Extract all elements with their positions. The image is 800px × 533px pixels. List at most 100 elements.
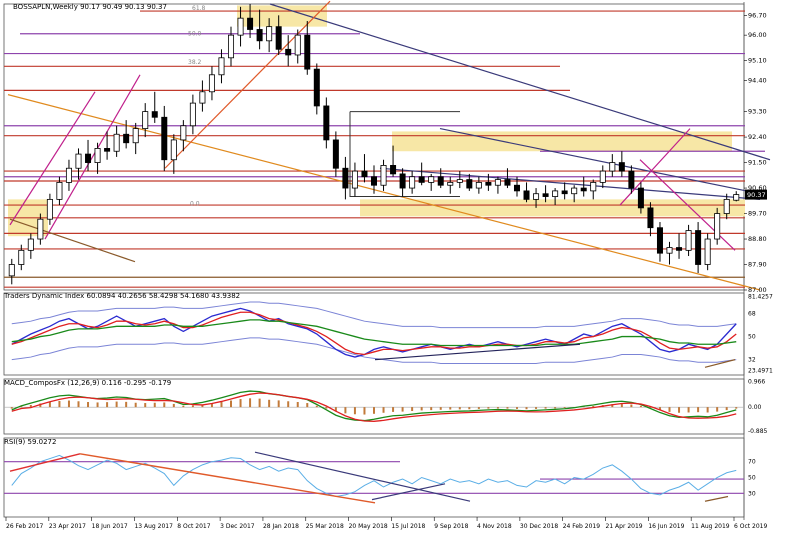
- x-tick-label: 16 Jun 2019: [648, 523, 684, 530]
- bear-candle: [418, 176, 425, 183]
- trend-line: [9, 91, 96, 226]
- price-panel: 61.8 50.0 38.2 0.0 96.70 96.00 95.10 94.40 93.30…: [4, 0, 771, 294]
- bull-candle: [685, 230, 692, 251]
- bear-candle: [342, 167, 349, 189]
- tdi-line-0: [11, 307, 737, 358]
- panel-frame: [3, 378, 745, 435]
- x-tick-label: 6 Oct 2019: [734, 523, 767, 530]
- bull-candle: [266, 26, 273, 42]
- bull-candle: [75, 153, 82, 169]
- bear-candle: [647, 207, 654, 229]
- last-price-label: 90.37: [747, 191, 766, 199]
- bear-candle: [304, 34, 311, 70]
- trend-line: [7, 94, 761, 291]
- tdi-panel: 81.4257 68 50 32 23.4971: [11, 293, 773, 375]
- bull-candle: [142, 111, 149, 129]
- bull-candle: [590, 181, 597, 192]
- bear-candle: [123, 133, 130, 144]
- x-tick-label: 24 Feb 2019: [563, 523, 601, 530]
- bear-candle: [485, 181, 492, 186]
- price-tick-label: 87.90: [748, 261, 767, 269]
- rsi-tick-label: 70: [748, 459, 756, 466]
- rsi-trend-line: [79, 453, 376, 504]
- tdi-line-1: [11, 311, 737, 356]
- x-tick-label: 3 Dec 2017: [220, 523, 255, 530]
- x-tick-label: 8 Oct 2017: [177, 523, 210, 530]
- x-tick-label: 20 May 2018: [349, 523, 388, 530]
- bear-candle: [618, 162, 625, 172]
- bull-candle: [27, 238, 34, 251]
- bull-candle: [8, 264, 15, 277]
- last-price-marker: [745, 189, 767, 200]
- box-line: [349, 111, 460, 198]
- trend-line: [44, 74, 141, 240]
- bull-candle: [180, 125, 187, 141]
- bear-candle: [466, 179, 473, 189]
- x-tick-label: 30 Dec 2018: [520, 523, 559, 530]
- trend-line: [269, 3, 771, 161]
- macd-signal-line: [11, 392, 737, 422]
- price-tick-label: 94.40: [748, 76, 767, 84]
- price-tick-label: 88.80: [748, 235, 767, 243]
- chart-background: [3, 2, 745, 520]
- bear-candle: [656, 227, 663, 254]
- x-tick-label: 21 Apr 2019: [606, 523, 643, 530]
- x-tick-label: 11 Aug 2019: [691, 523, 730, 530]
- x-tick-label: 28 Jan 2018: [263, 523, 299, 530]
- bull-candle: [475, 181, 482, 189]
- tdi-tick-label: 50: [748, 334, 756, 341]
- bull-candle: [208, 74, 215, 93]
- tdi-tick-label: 23.4971: [748, 368, 773, 375]
- bull-candle: [723, 198, 730, 214]
- price-tick-label: 96.00: [748, 31, 767, 39]
- rsi-panel: 70 50 30: [4, 451, 756, 504]
- bull-candle: [189, 102, 196, 127]
- panel-frame: [3, 292, 745, 376]
- price-tick-label: 87.00: [748, 286, 767, 294]
- bull-candle: [132, 128, 139, 144]
- panel-labels: BOSSAPLN,Weekly 90.17 90.49 90.13 90.37 …: [3, 3, 240, 446]
- fib-label: 50.0: [188, 31, 202, 38]
- bear-candle: [561, 190, 568, 195]
- bear-candle: [256, 29, 263, 42]
- bear-candle: [323, 105, 330, 141]
- price-tick-label: 92.40: [748, 133, 767, 141]
- bull-candle: [456, 179, 463, 183]
- macd-tick-label: -0.885: [748, 428, 768, 435]
- macd-title: MACD_ComposFx (12,26,9) 0.116 -0.295 -0.…: [4, 379, 171, 387]
- macd-tick-label: 0.00: [748, 404, 762, 411]
- bull-candle: [428, 176, 435, 183]
- bull-candle: [733, 194, 740, 201]
- fib-label: 38.2: [188, 59, 202, 66]
- bear-candle: [390, 165, 397, 175]
- bull-candle: [46, 198, 53, 220]
- tdi-lower-band: [11, 337, 737, 364]
- rsi-tick-label: 50: [748, 475, 756, 482]
- tdi-title: Traders Dynamic Index 60.0894 40.2656 58…: [3, 292, 240, 300]
- bull-candle: [37, 218, 44, 240]
- bear-candle: [104, 148, 111, 152]
- bull-candle: [409, 176, 416, 189]
- bull-candle: [599, 170, 606, 183]
- price-chart-title: BOSSAPLN,Weekly 90.17 90.49 90.13 90.37: [13, 3, 167, 11]
- bull-candle: [94, 148, 101, 163]
- price-tick-label: 91.50: [748, 159, 767, 167]
- bull-candle: [494, 179, 501, 186]
- x-tick-label: 18 Jun 2017: [92, 523, 128, 530]
- bull-candle: [18, 249, 25, 265]
- fib-label: 0.0: [190, 200, 200, 207]
- bear-candle: [637, 187, 644, 209]
- price-tick-label: 90.60: [748, 184, 767, 192]
- bear-candle: [161, 116, 168, 161]
- x-tick-label: 15 Jul 2018: [391, 523, 425, 530]
- bear-candle: [332, 139, 339, 169]
- bull-candle: [714, 213, 721, 240]
- bull-candle: [447, 181, 454, 186]
- bear-candle: [247, 17, 254, 30]
- bull-candle: [228, 34, 235, 59]
- tdi-tick-label: 68: [748, 311, 756, 318]
- bear-candle: [361, 170, 368, 178]
- tdi-tick-label: 32: [748, 357, 756, 364]
- bull-candle: [218, 57, 225, 76]
